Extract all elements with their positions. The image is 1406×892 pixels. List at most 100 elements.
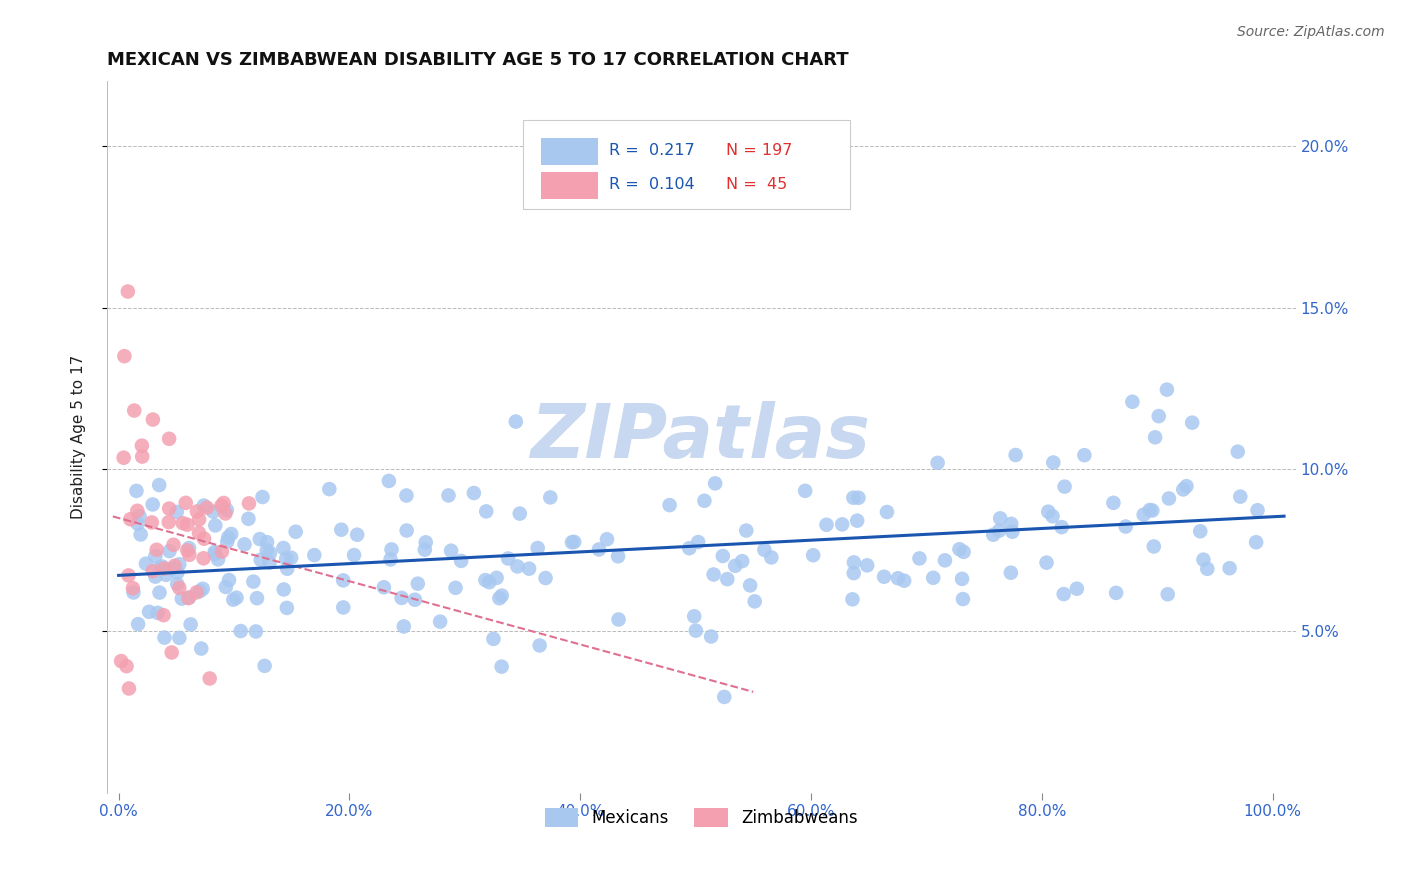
Point <box>950 572 973 586</box>
Point <box>259 556 281 570</box>
Point <box>444 581 467 595</box>
Point <box>145 542 167 557</box>
Point <box>378 474 401 488</box>
Point <box>952 545 974 559</box>
Point <box>395 524 418 538</box>
Point <box>693 493 716 508</box>
Point <box>413 542 436 557</box>
Point <box>1001 524 1024 539</box>
Point <box>509 507 531 521</box>
Point <box>1192 552 1215 566</box>
Point <box>174 496 197 510</box>
Point <box>138 605 160 619</box>
Point <box>1102 496 1125 510</box>
Point <box>395 489 418 503</box>
Point <box>754 542 776 557</box>
Point <box>1157 587 1180 601</box>
Point <box>1004 448 1026 462</box>
Point <box>588 542 610 557</box>
Point <box>482 632 505 646</box>
Point <box>491 589 513 603</box>
Point <box>157 432 180 446</box>
Point <box>1147 409 1170 423</box>
FancyBboxPatch shape <box>541 171 598 200</box>
Point <box>249 553 271 567</box>
Point <box>1181 416 1204 430</box>
Point <box>801 548 824 562</box>
Text: ZIPatlas: ZIPatlas <box>531 401 872 474</box>
Point <box>177 541 200 555</box>
Point <box>193 551 215 566</box>
Point <box>142 412 165 426</box>
Point <box>343 548 366 562</box>
Point <box>155 567 177 582</box>
Point <box>488 591 510 606</box>
Point <box>188 584 211 599</box>
Point <box>214 507 236 521</box>
Point <box>128 509 150 524</box>
Point <box>846 514 869 528</box>
Point <box>127 617 149 632</box>
Point <box>318 482 340 496</box>
Point <box>475 504 498 518</box>
Point <box>478 575 501 590</box>
Point <box>229 624 252 638</box>
Point <box>273 582 295 597</box>
Text: R =  0.104: R = 0.104 <box>609 177 695 192</box>
Point <box>204 545 226 559</box>
Point <box>179 591 201 605</box>
Point <box>112 450 135 465</box>
Point <box>1229 490 1251 504</box>
Point <box>1121 394 1143 409</box>
Point <box>218 573 240 587</box>
Text: R =  0.217: R = 0.217 <box>609 143 695 158</box>
Text: N = 197: N = 197 <box>727 143 793 158</box>
Point <box>981 527 1004 541</box>
Point <box>842 555 865 569</box>
Point <box>276 562 298 576</box>
Point <box>761 550 783 565</box>
FancyBboxPatch shape <box>541 137 598 165</box>
Point <box>1132 508 1154 522</box>
Point <box>186 504 208 518</box>
Point <box>517 562 540 576</box>
Point <box>683 609 706 624</box>
Point <box>186 585 208 599</box>
Point <box>217 530 239 544</box>
Point <box>391 591 413 605</box>
Point <box>1053 480 1076 494</box>
Point <box>127 504 149 518</box>
Point <box>280 550 302 565</box>
Point <box>688 535 710 549</box>
Point <box>713 690 735 704</box>
Point <box>190 641 212 656</box>
Point <box>658 498 681 512</box>
Point <box>437 488 460 502</box>
Point <box>450 554 472 568</box>
Point <box>463 486 485 500</box>
Point <box>952 592 974 607</box>
Point <box>127 516 149 531</box>
Point <box>143 569 166 583</box>
Point <box>157 501 180 516</box>
Point <box>117 568 139 582</box>
Point <box>842 491 865 505</box>
Point <box>153 631 176 645</box>
Point <box>131 450 153 464</box>
Text: N =  45: N = 45 <box>727 177 787 192</box>
Point <box>373 580 395 594</box>
Point <box>731 554 754 568</box>
Point <box>876 505 898 519</box>
Point <box>474 573 496 587</box>
Point <box>188 512 211 526</box>
Point <box>219 527 242 541</box>
Point <box>1173 483 1195 497</box>
Point <box>562 534 585 549</box>
Point <box>115 659 138 673</box>
Point <box>1042 456 1064 470</box>
Point <box>526 541 548 555</box>
Point <box>561 535 583 549</box>
Point <box>193 499 215 513</box>
Point <box>685 624 707 638</box>
Text: MEXICAN VS ZIMBABWEAN DISABILITY AGE 5 TO 17 CORRELATION CHART: MEXICAN VS ZIMBABWEAN DISABILITY AGE 5 T… <box>107 51 849 69</box>
